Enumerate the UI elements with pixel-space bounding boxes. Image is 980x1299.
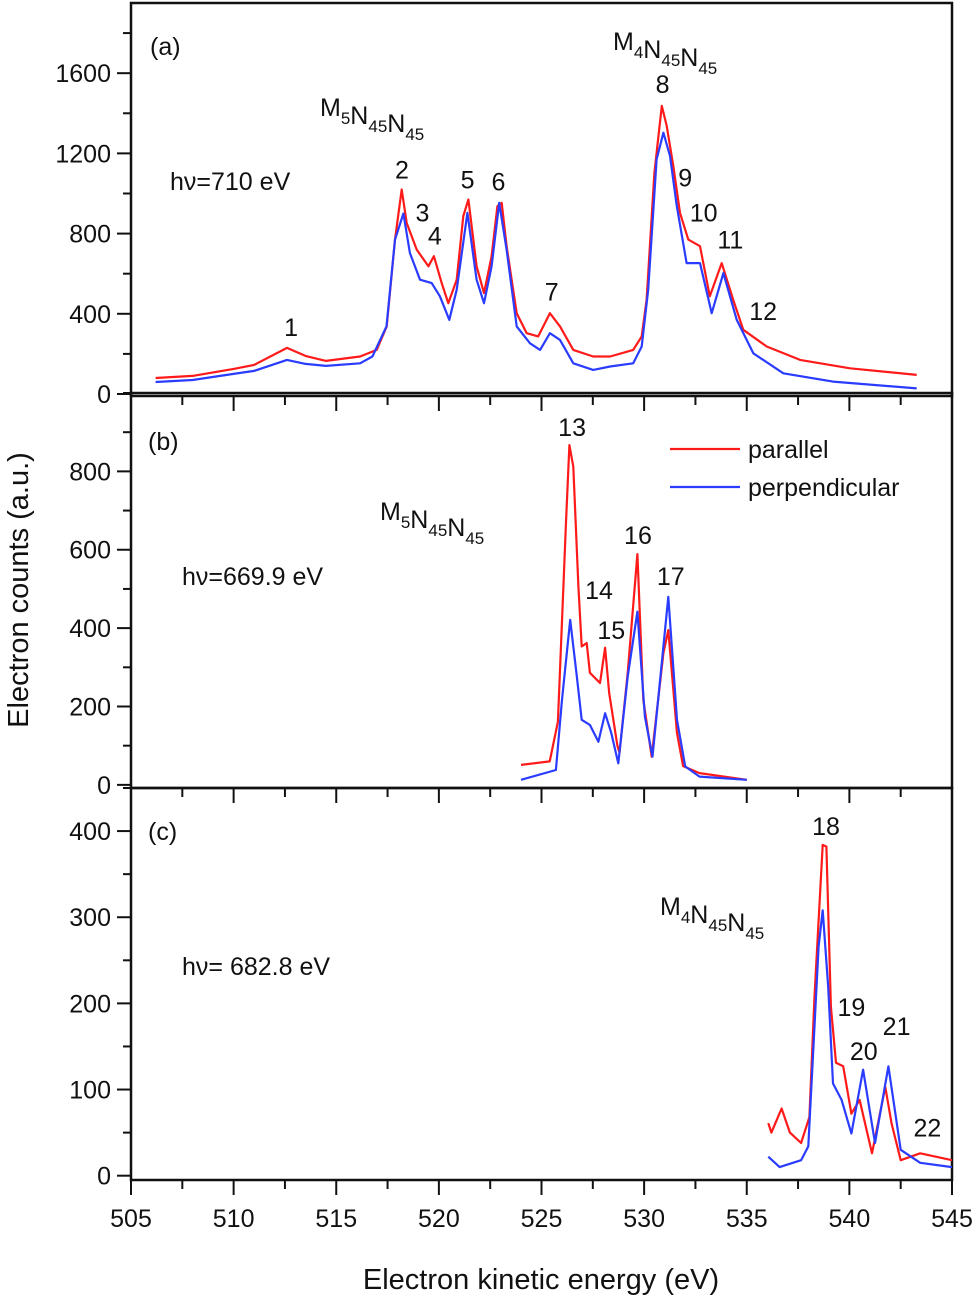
peak-label-15: 15 [597, 617, 625, 645]
x-tick-label: 505 [110, 1205, 152, 1233]
transition-symbol: N [410, 506, 428, 534]
x-tick-label: 535 [726, 1205, 768, 1233]
transition-symbol: N [680, 44, 698, 72]
x-tick-label: 545 [931, 1205, 973, 1233]
transition-label: M5N45N45 [380, 498, 484, 548]
transition-label: M5N45N45 [320, 94, 424, 144]
peak-label-19: 19 [838, 994, 866, 1022]
y-tick-label: 400 [69, 615, 111, 643]
series-parallel [155, 104, 917, 380]
peak-label-7: 7 [545, 279, 559, 307]
photon-energy-label: hν=669.9 eV [182, 563, 323, 591]
transition-symbol: M [380, 498, 401, 526]
transition-subscript: 45 [708, 916, 727, 935]
transition-label: M4N45N45 [613, 28, 717, 78]
peak-label-2: 2 [395, 156, 409, 184]
legend-label-perpendicular: perpendicular [748, 474, 900, 502]
y-tick-label: 200 [69, 693, 111, 721]
y-tick-label: 400 [69, 818, 111, 846]
transition-subscript: 45 [661, 51, 680, 70]
panel-letter: (c) [148, 818, 177, 846]
y-axis-title: Electron counts (a.u.) [3, 452, 35, 728]
peak-label-3: 3 [416, 200, 430, 228]
x-tick-label: 515 [315, 1205, 357, 1233]
y-tick-label: 0 [97, 772, 111, 800]
peak-label-12: 12 [749, 298, 777, 326]
x-tick-label: 510 [213, 1205, 255, 1233]
y-tick-label: 600 [69, 537, 111, 565]
peak-label-18: 18 [812, 813, 840, 841]
y-tick-label: 100 [69, 1077, 111, 1105]
y-tick-label: 200 [69, 990, 111, 1018]
series-perpendicular [520, 595, 747, 781]
transition-subscript: 45 [465, 529, 484, 548]
peak-label-11: 11 [717, 227, 743, 255]
transition-subscript: 45 [745, 924, 764, 943]
transition-subscript: 45 [368, 117, 387, 136]
transition-subscript: 4 [634, 43, 643, 62]
transition-label: M4N45N45 [660, 893, 764, 943]
peak-label-9: 9 [678, 164, 692, 192]
peak-label-13: 13 [558, 414, 586, 442]
transition-symbol: N [350, 102, 368, 130]
panel-letter: (a) [150, 33, 181, 61]
series-perpendicular [767, 909, 953, 1169]
transition-symbol: N [690, 901, 708, 929]
y-tick-label: 0 [97, 1163, 111, 1191]
peak-label-17: 17 [657, 563, 685, 591]
y-tick-label: 400 [69, 301, 111, 329]
peak-label-1: 1 [284, 314, 298, 342]
x-tick-label: 525 [521, 1205, 563, 1233]
peak-label-16: 16 [624, 522, 652, 550]
transition-symbol: N [727, 909, 745, 937]
photon-energy-label: hν=710 eV [170, 168, 291, 196]
peak-label-6: 6 [491, 168, 505, 196]
peak-label-20: 20 [850, 1038, 878, 1066]
transition-symbol: M [320, 94, 341, 122]
peak-label-8: 8 [656, 71, 670, 99]
y-tick-label: 800 [69, 458, 111, 486]
legend: parallel perpendicular [670, 436, 900, 502]
transition-subscript: 5 [341, 109, 350, 128]
y-tick-label: 1200 [55, 140, 111, 168]
transition-subscript: 45 [428, 521, 447, 540]
y-tick-label: 0 [97, 381, 111, 409]
panel-c: 0 100 200 300 400 505 510 515 520 525 530 535 540 545… [69, 786, 973, 1233]
transition-symbol: N [387, 110, 405, 138]
series-parallel [767, 843, 953, 1162]
series-parallel [520, 444, 747, 781]
peak-label-10: 10 [690, 200, 718, 228]
transition-symbol: M [613, 28, 634, 56]
y-tick-label: 800 [69, 221, 111, 249]
photon-energy-label: hν= 682.8 eV [182, 953, 330, 981]
transition-symbol: N [643, 36, 661, 64]
y-tick-label: 1600 [55, 60, 111, 88]
transition-subscript: 4 [681, 908, 690, 927]
y-tick-label: 300 [69, 904, 111, 932]
transition-symbol: M [660, 893, 681, 921]
x-axis-title: Electron kinetic energy (eV) [363, 1264, 719, 1296]
transition-symbol: N [447, 514, 465, 542]
peak-label-21: 21 [883, 1013, 911, 1041]
peak-label-4: 4 [428, 223, 442, 251]
series-perpendicular [155, 131, 917, 390]
x-tick-label: 520 [418, 1205, 460, 1233]
panel-letter: (b) [148, 428, 179, 456]
transition-subscript: 45 [698, 59, 717, 78]
panel-frame [129, 1, 954, 398]
x-tick-label: 540 [829, 1205, 871, 1233]
transition-subscript: 45 [405, 125, 424, 144]
peak-label-5: 5 [461, 166, 475, 194]
legend-label-parallel: parallel [748, 436, 829, 464]
peak-label-22: 22 [913, 1114, 941, 1142]
transition-subscript: 5 [401, 513, 410, 532]
x-tick-label: 530 [623, 1205, 665, 1233]
peak-label-14: 14 [585, 577, 613, 605]
